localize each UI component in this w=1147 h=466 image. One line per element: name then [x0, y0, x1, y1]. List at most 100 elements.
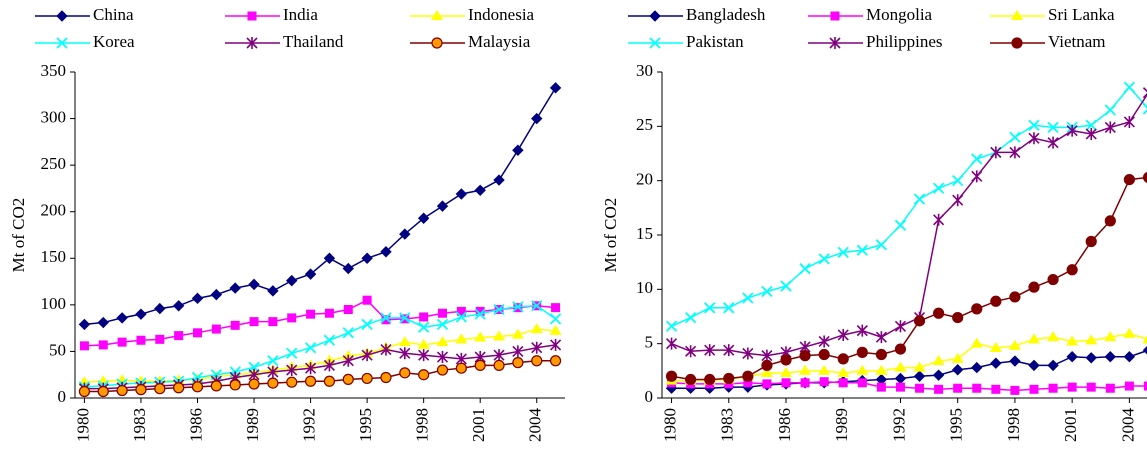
marker — [436, 336, 449, 347]
marker — [398, 336, 411, 347]
marker — [761, 285, 773, 298]
marker — [665, 320, 678, 332]
marker — [304, 268, 317, 280]
marker — [1009, 146, 1021, 159]
y-tick-label: 100 — [41, 294, 67, 313]
series-line — [84, 299, 556, 347]
marker — [154, 302, 166, 315]
marker — [932, 182, 945, 194]
marker — [511, 328, 524, 339]
marker — [894, 320, 907, 333]
marker — [1104, 331, 1117, 342]
x-tick-label: 1989 — [243, 408, 262, 442]
marker — [990, 357, 1002, 369]
marker — [229, 379, 241, 391]
marker — [932, 369, 945, 381]
marker — [154, 383, 166, 395]
marker — [780, 354, 792, 366]
marker — [1104, 121, 1116, 134]
marker — [1066, 350, 1078, 363]
marker — [819, 377, 829, 387]
legend-label: Korea — [93, 32, 135, 51]
marker — [1085, 119, 1097, 131]
marker — [875, 364, 888, 375]
y-axis-label: Mt of CO2 — [601, 198, 620, 273]
marker — [1029, 384, 1039, 394]
marker — [436, 200, 449, 212]
marker — [531, 341, 543, 354]
marker — [761, 349, 773, 362]
legend-marker — [56, 10, 68, 22]
marker — [742, 370, 754, 382]
marker — [324, 308, 334, 318]
y-tick-label: 15 — [636, 224, 653, 243]
marker — [951, 364, 964, 376]
y-tick-label: 200 — [41, 201, 67, 220]
marker — [856, 244, 868, 256]
marker — [191, 292, 204, 305]
marker — [723, 372, 735, 385]
marker — [1028, 333, 1040, 344]
marker — [1028, 119, 1040, 131]
marker — [970, 337, 983, 348]
marker — [475, 306, 485, 316]
marker — [512, 345, 524, 358]
marker — [951, 352, 964, 363]
x-tick-label: 1998 — [1004, 408, 1023, 442]
marker — [991, 384, 1001, 394]
marker — [875, 239, 888, 251]
marker — [417, 212, 430, 224]
marker — [990, 295, 1002, 307]
marker — [1009, 291, 1021, 303]
marker — [913, 315, 926, 327]
marker — [837, 367, 850, 378]
marker — [1142, 103, 1147, 115]
marker — [549, 82, 562, 94]
marker — [229, 282, 241, 294]
marker — [399, 347, 411, 360]
legend-marker — [649, 10, 661, 22]
marker — [493, 303, 505, 316]
marker — [97, 385, 109, 398]
marker — [155, 334, 165, 344]
marker — [1086, 382, 1096, 392]
marker — [116, 384, 128, 397]
legend-label: Philippines — [866, 32, 943, 51]
marker — [455, 188, 468, 200]
marker — [723, 344, 735, 357]
marker — [361, 318, 373, 331]
marker — [818, 253, 830, 265]
marker — [1085, 352, 1097, 364]
marker — [1123, 327, 1136, 338]
legend-marker — [829, 37, 841, 49]
marker — [419, 312, 429, 322]
legend-marker — [830, 11, 840, 21]
marker — [380, 312, 392, 324]
marker — [1047, 331, 1060, 342]
marker — [761, 359, 773, 371]
marker — [1028, 359, 1040, 372]
marker — [1066, 124, 1078, 137]
marker — [742, 347, 754, 360]
marker — [704, 373, 716, 386]
marker — [952, 175, 964, 187]
marker — [456, 306, 466, 316]
marker — [304, 375, 317, 387]
marker — [856, 324, 868, 337]
marker — [267, 355, 279, 367]
marker — [894, 372, 907, 385]
marker — [895, 382, 905, 392]
marker — [799, 350, 811, 362]
marker — [323, 359, 335, 372]
y-tick-label: 0 — [58, 387, 67, 406]
y-tick-label: 10 — [636, 278, 653, 297]
x-tick-label: 1995 — [356, 408, 375, 442]
legend-label: Thailand — [283, 32, 344, 51]
marker — [551, 303, 561, 313]
marker — [685, 345, 697, 358]
marker — [685, 373, 697, 386]
marker — [267, 365, 279, 378]
marker — [1142, 87, 1147, 99]
marker — [474, 184, 486, 196]
x-tick-label: 1998 — [413, 408, 432, 442]
